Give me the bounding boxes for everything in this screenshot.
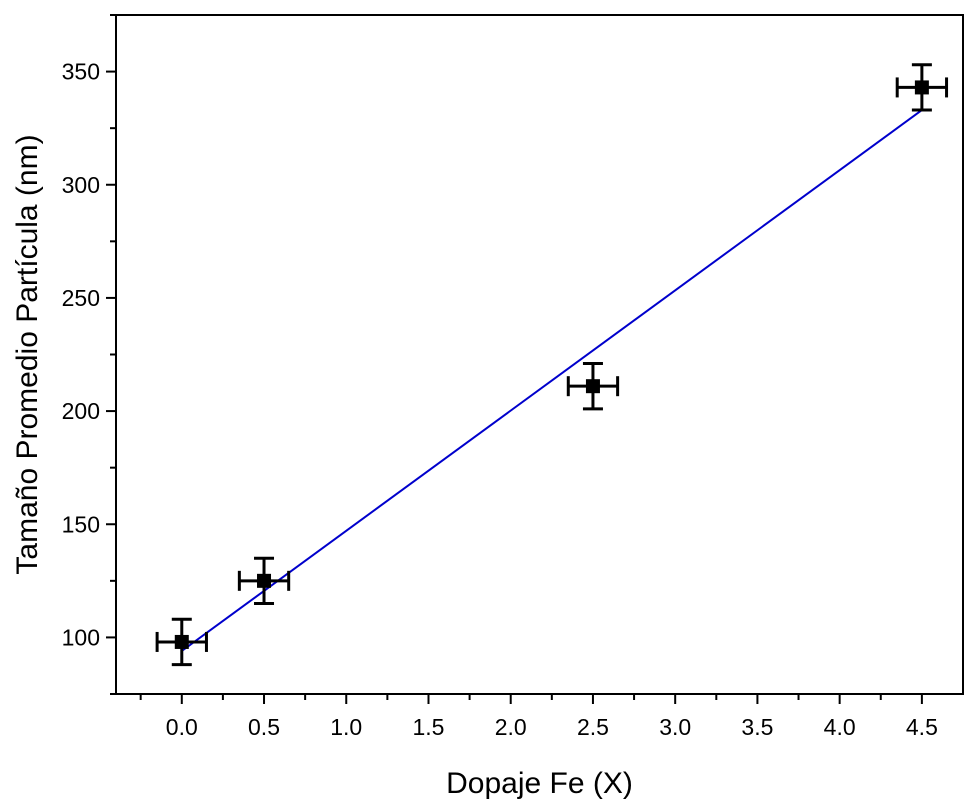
x-tick-label: 0.5 — [248, 714, 280, 740]
x-tick-label: 1.0 — [330, 714, 362, 740]
axes-layer — [106, 14, 964, 704]
y-axis-title: Tamaño Promedio Partícula (nm) — [11, 134, 44, 574]
x-tick-label: 3.0 — [659, 714, 691, 740]
x-tick-label: 2.5 — [577, 714, 609, 740]
x-tick-label: 1.5 — [412, 714, 444, 740]
x-tick-label: 3.5 — [741, 714, 773, 740]
linear-fit-line — [181, 109, 923, 652]
x-tick-label: 4.0 — [824, 714, 856, 740]
y-tick-label: 200 — [62, 398, 100, 424]
x-tick-label: 0.0 — [166, 714, 198, 740]
y-tick-label: 100 — [62, 624, 100, 650]
fit-layer — [181, 109, 923, 652]
x-tick-label: 4.5 — [906, 714, 938, 740]
x-axis-title: Dopaje Fe (X) — [446, 767, 633, 800]
data-point — [914, 80, 929, 95]
points-layer — [155, 63, 949, 667]
data-point — [257, 573, 272, 588]
labels-layer: 0.0 0.5 1.0 1.5 2.0 2.5 3.0 3.5 4.0 4.5 100 150 200 2… — [62, 59, 938, 740]
data-point — [585, 379, 600, 394]
plot-frame — [115, 14, 964, 695]
x-tick-label: 2.0 — [495, 714, 527, 740]
y-tick-label: 350 — [62, 59, 100, 85]
data-point — [174, 634, 189, 649]
y-tick-label: 300 — [62, 172, 100, 198]
y-tick-label: 250 — [62, 285, 100, 311]
y-tick-label: 150 — [62, 511, 100, 537]
